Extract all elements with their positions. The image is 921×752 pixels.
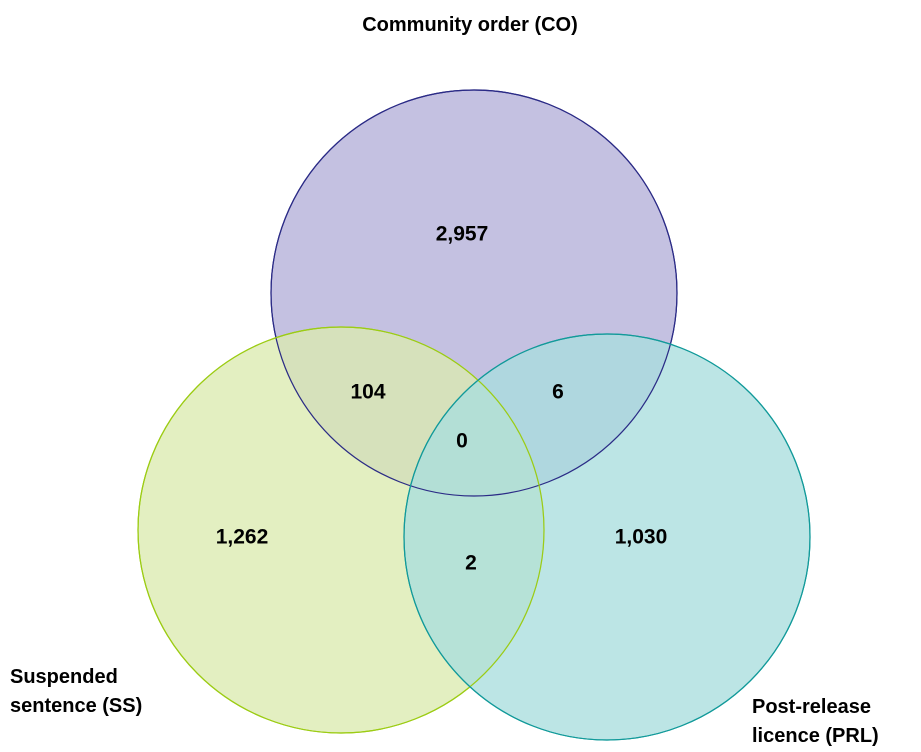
region-value-co-ss: 104 xyxy=(350,381,385,404)
venn-circles xyxy=(137,89,811,741)
region-value-ss-only: 1,262 xyxy=(216,526,269,549)
set-label-post-release-licence-line-2: licence (PRL) xyxy=(752,725,879,747)
region-value-prl-only: 1,030 xyxy=(615,526,668,549)
set-label-post-release-licence: Post-release licence (PRL) xyxy=(752,696,879,747)
set-label-suspended-sentence: Suspended sentence (SS) xyxy=(10,666,142,717)
set-label-post-release-licence-line-1: Post-release xyxy=(752,696,871,718)
circle-suspended-sentence-outline xyxy=(137,326,545,734)
region-value-ss-prl: 2 xyxy=(465,552,477,575)
circle-post-release-licence-outline xyxy=(403,333,811,741)
circle-post-release-licence xyxy=(403,333,811,741)
circle-community-order-outline xyxy=(270,89,678,497)
set-label-suspended-sentence-line-1: Suspended xyxy=(10,666,118,688)
set-label-suspended-sentence-line-2: sentence (SS) xyxy=(10,695,142,717)
set-label-community-order: Community order (CO) xyxy=(362,14,578,36)
region-value-co-prl: 6 xyxy=(552,381,564,404)
region-value-co-only: 2,957 xyxy=(436,223,489,246)
region-value-all-three: 0 xyxy=(456,430,468,453)
